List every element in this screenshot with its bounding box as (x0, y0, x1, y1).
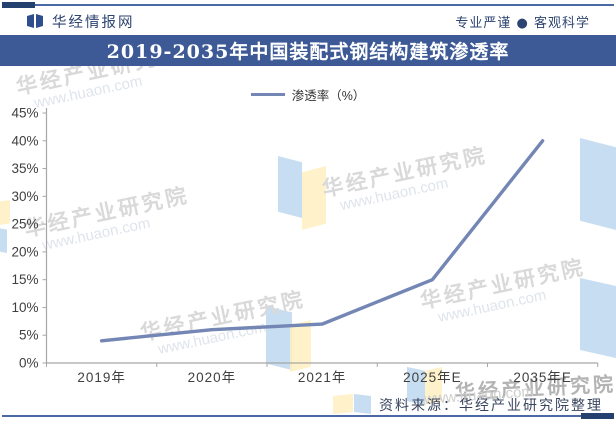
penetration-rate-line (99, 139, 545, 343)
y-axis-label: 45% (11, 106, 38, 121)
y-axis-label: 15% (11, 272, 38, 287)
header: 华经情报网 专业严谨 ● 客观科学 (0, 8, 616, 34)
book-logo-icon (27, 14, 43, 28)
legend-line-swatch-icon (250, 93, 285, 96)
ribbon-flag-icon (333, 394, 353, 414)
y-axis-label: 20% (11, 244, 38, 259)
ribbon-flag-icon (354, 394, 371, 414)
y-axis-label: 10% (11, 300, 38, 315)
legend-label: 渗透率（%） (291, 89, 366, 103)
x-axis-label: 2025年E (403, 370, 462, 385)
title-banner: 2019-2035年中国装配式钢结构建筑渗透率 (0, 35, 616, 66)
y-axis-label: 40% (11, 133, 38, 148)
y-axis-label: 5% (19, 328, 39, 343)
y-axis-label: 30% (11, 189, 38, 204)
bottom-rule (2, 415, 614, 417)
y-axis-label: 35% (11, 161, 38, 176)
page-title: 2019-2035年中国装配式钢结构建筑渗透率 (106, 41, 510, 63)
brand: 华经情报网 (26, 11, 135, 32)
y-axis-label: 0% (19, 356, 39, 371)
slogan: 专业严谨 ● 客观科学 (455, 15, 590, 31)
y-axis-label: 25% (11, 217, 38, 232)
brand-name: 华经情报网 (52, 14, 135, 31)
x-axis-label: 2021年 (298, 370, 347, 385)
top-rule (2, 4, 614, 6)
bottom-rule-dash (581, 413, 614, 419)
source-note: 资料来源：华经产业研究院整理 (379, 398, 603, 414)
legend: 渗透率（%） (0, 85, 616, 104)
top-rule-dash (2, 2, 35, 8)
x-axis-label: 2035年E (513, 370, 572, 385)
x-axis-label: 2020年 (188, 370, 237, 385)
chart-canvas: 0% 5% 10% 15% 20% 25% 30% 35% 40% 45% 2019年 2020年 20… (11, 106, 599, 385)
x-axis-label: 2019年 (77, 370, 126, 385)
